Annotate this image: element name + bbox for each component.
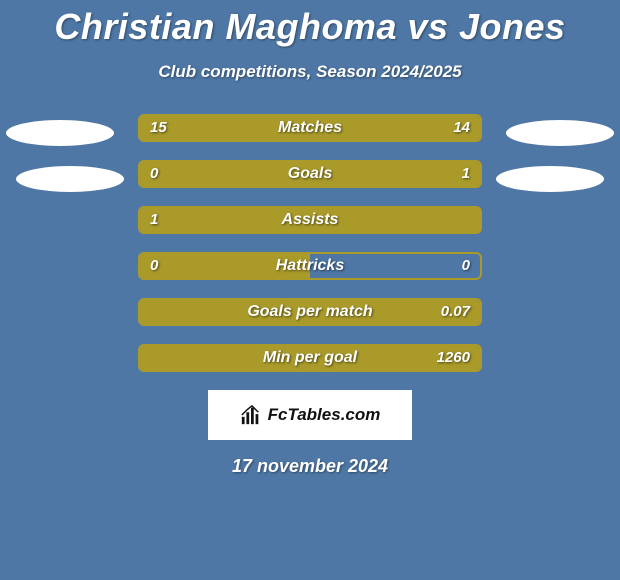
chart-icon — [240, 404, 262, 426]
avatar-placeholder-right-1 — [506, 120, 614, 146]
stat-bar: Goals0 1 — [138, 160, 482, 188]
stat-bar-label: Min per goal — [140, 346, 480, 370]
stat-bar-value-left: 1 — [150, 208, 158, 232]
stat-bar-label: Matches — [140, 116, 480, 140]
stat-bar: Min per goal1260 — [138, 344, 482, 372]
stat-bar-value-right: 1260 — [437, 346, 470, 370]
stat-bar-value-left: 0 — [150, 254, 158, 278]
stat-bar: Matches15 14 — [138, 114, 482, 142]
avatar-placeholder-left-1 — [6, 120, 114, 146]
page-subtitle: Club competitions, Season 2024/2025 — [0, 62, 620, 82]
stat-bar-value-right: 0.07 — [441, 300, 470, 324]
page-date: 17 november 2024 — [0, 456, 620, 477]
stats-area: Matches1514Goals01Assists1Hattricks00Goa… — [0, 114, 620, 372]
stat-bar-label: Assists — [140, 208, 480, 232]
watermark-badge: FcTables.com — [208, 390, 412, 440]
avatar-placeholder-left-2 — [16, 166, 124, 192]
stat-bars-container: Matches1514Goals01Assists1Hattricks00Goa… — [138, 114, 482, 372]
stat-bar-value-right: 1 — [462, 162, 470, 186]
stat-bar-label: Hattricks — [140, 254, 480, 278]
page-title: Christian Maghoma vs Jones — [0, 0, 620, 48]
stat-bar-label: Goals — [140, 162, 480, 186]
stat-bar-label: Goals per match — [140, 300, 480, 324]
stat-bar: Hattricks0 0 — [138, 252, 482, 280]
stat-bar-value-left: 15 — [150, 116, 167, 140]
stat-bar-value-left: 0 — [150, 162, 158, 186]
stat-bar: Goals per match0.07 — [138, 298, 482, 326]
stat-bar-value-right: 0 — [462, 254, 470, 278]
stat-bar: Assists1 — [138, 206, 482, 234]
stat-bar-value-right: 14 — [453, 116, 470, 140]
avatar-placeholder-right-2 — [496, 166, 604, 192]
watermark-text: FcTables.com — [268, 405, 381, 425]
